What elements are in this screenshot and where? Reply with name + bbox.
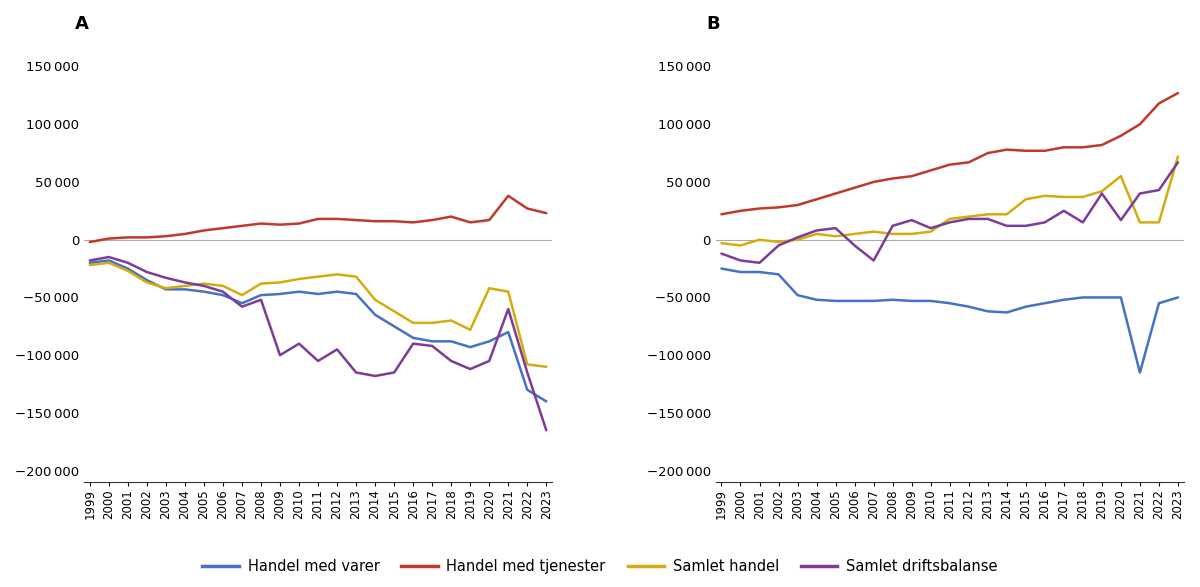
Legend: Handel med varer, Handel med tjenester, Samlet handel, Samlet driftsbalanse: Handel med varer, Handel med tjenester, … bbox=[197, 553, 1003, 580]
Text: B: B bbox=[707, 15, 720, 33]
Text: A: A bbox=[74, 15, 89, 33]
